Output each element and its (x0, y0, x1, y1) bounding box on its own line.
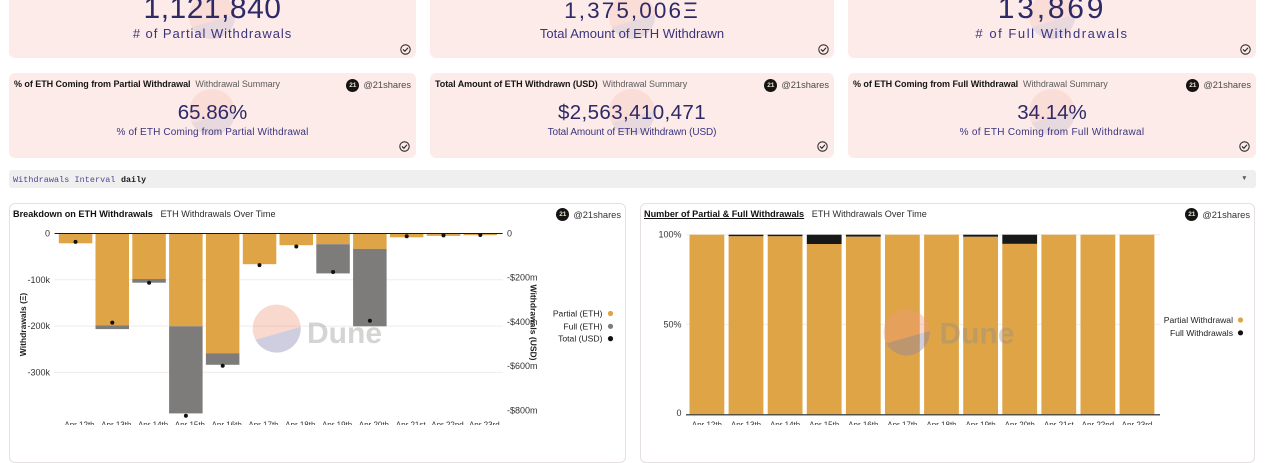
svg-text:Apr 23rd: Apr 23rd (469, 420, 500, 425)
svg-text:Apr 13th: Apr 13th (731, 421, 761, 425)
svg-text:Total (USD): Total (USD) (558, 334, 603, 344)
svg-text:Full Withdrawals: Full Withdrawals (1170, 328, 1233, 338)
svg-text:Withdrawals (Ξ): Withdrawals (Ξ) (18, 293, 28, 357)
svg-text:Partial Withdrawal: Partial Withdrawal (1164, 315, 1233, 325)
svg-text:-100k: -100k (27, 275, 50, 285)
svg-text:Apr 14th: Apr 14th (138, 420, 168, 425)
svg-text:Apr 17th: Apr 17th (248, 420, 278, 425)
svg-text:Apr 23rd: Apr 23rd (1122, 421, 1153, 425)
svg-text:Apr 15th: Apr 15th (809, 421, 839, 425)
svg-text:Apr 22nd: Apr 22nd (1082, 421, 1114, 425)
svg-text:Apr 13th: Apr 13th (101, 420, 131, 425)
svg-text:-$400m: -$400m (507, 317, 538, 327)
svg-text:Apr 18th: Apr 18th (926, 421, 956, 425)
svg-text:0: 0 (45, 229, 50, 239)
svg-text:Apr 18th: Apr 18th (285, 420, 315, 425)
svg-text:-$800m: -$800m (507, 405, 538, 415)
svg-text:Apr 22nd: Apr 22nd (431, 420, 463, 425)
svg-text:Full (ETH): Full (ETH) (563, 321, 602, 331)
svg-text:Apr 12th: Apr 12th (64, 420, 94, 425)
svg-text:100%: 100% (658, 230, 681, 240)
svg-text:0: 0 (676, 408, 681, 418)
svg-text:50%: 50% (663, 320, 681, 330)
svg-text:Apr 21st: Apr 21st (396, 420, 427, 425)
svg-text:Apr 14th: Apr 14th (770, 421, 800, 425)
svg-text:0: 0 (507, 229, 512, 239)
svg-text:Withdrawals (USD): Withdrawals (USD) (529, 285, 539, 361)
svg-text:Apr 17th: Apr 17th (887, 421, 917, 425)
svg-text:-200k: -200k (27, 321, 50, 331)
svg-text:Apr 21st: Apr 21st (1044, 421, 1075, 425)
svg-text:Apr 16th: Apr 16th (212, 420, 242, 425)
svg-text:Apr 20th: Apr 20th (1005, 421, 1035, 425)
svg-text:Apr 16th: Apr 16th (848, 421, 878, 425)
svg-text:Dune: Dune (307, 317, 382, 350)
svg-text:Dune: Dune (940, 318, 1015, 351)
svg-text:Partial (ETH): Partial (ETH) (553, 309, 603, 319)
svg-text:Apr 20th: Apr 20th (359, 420, 389, 425)
svg-text:Apr 19th: Apr 19th (965, 421, 995, 425)
svg-text:Apr 12th: Apr 12th (692, 421, 722, 425)
svg-text:-$200m: -$200m (507, 273, 538, 283)
svg-text:Apr 15th: Apr 15th (175, 420, 205, 425)
svg-text:-300k: -300k (27, 367, 50, 377)
svg-text:-$600m: -$600m (507, 361, 538, 371)
svg-text:Apr 19th: Apr 19th (322, 420, 352, 425)
